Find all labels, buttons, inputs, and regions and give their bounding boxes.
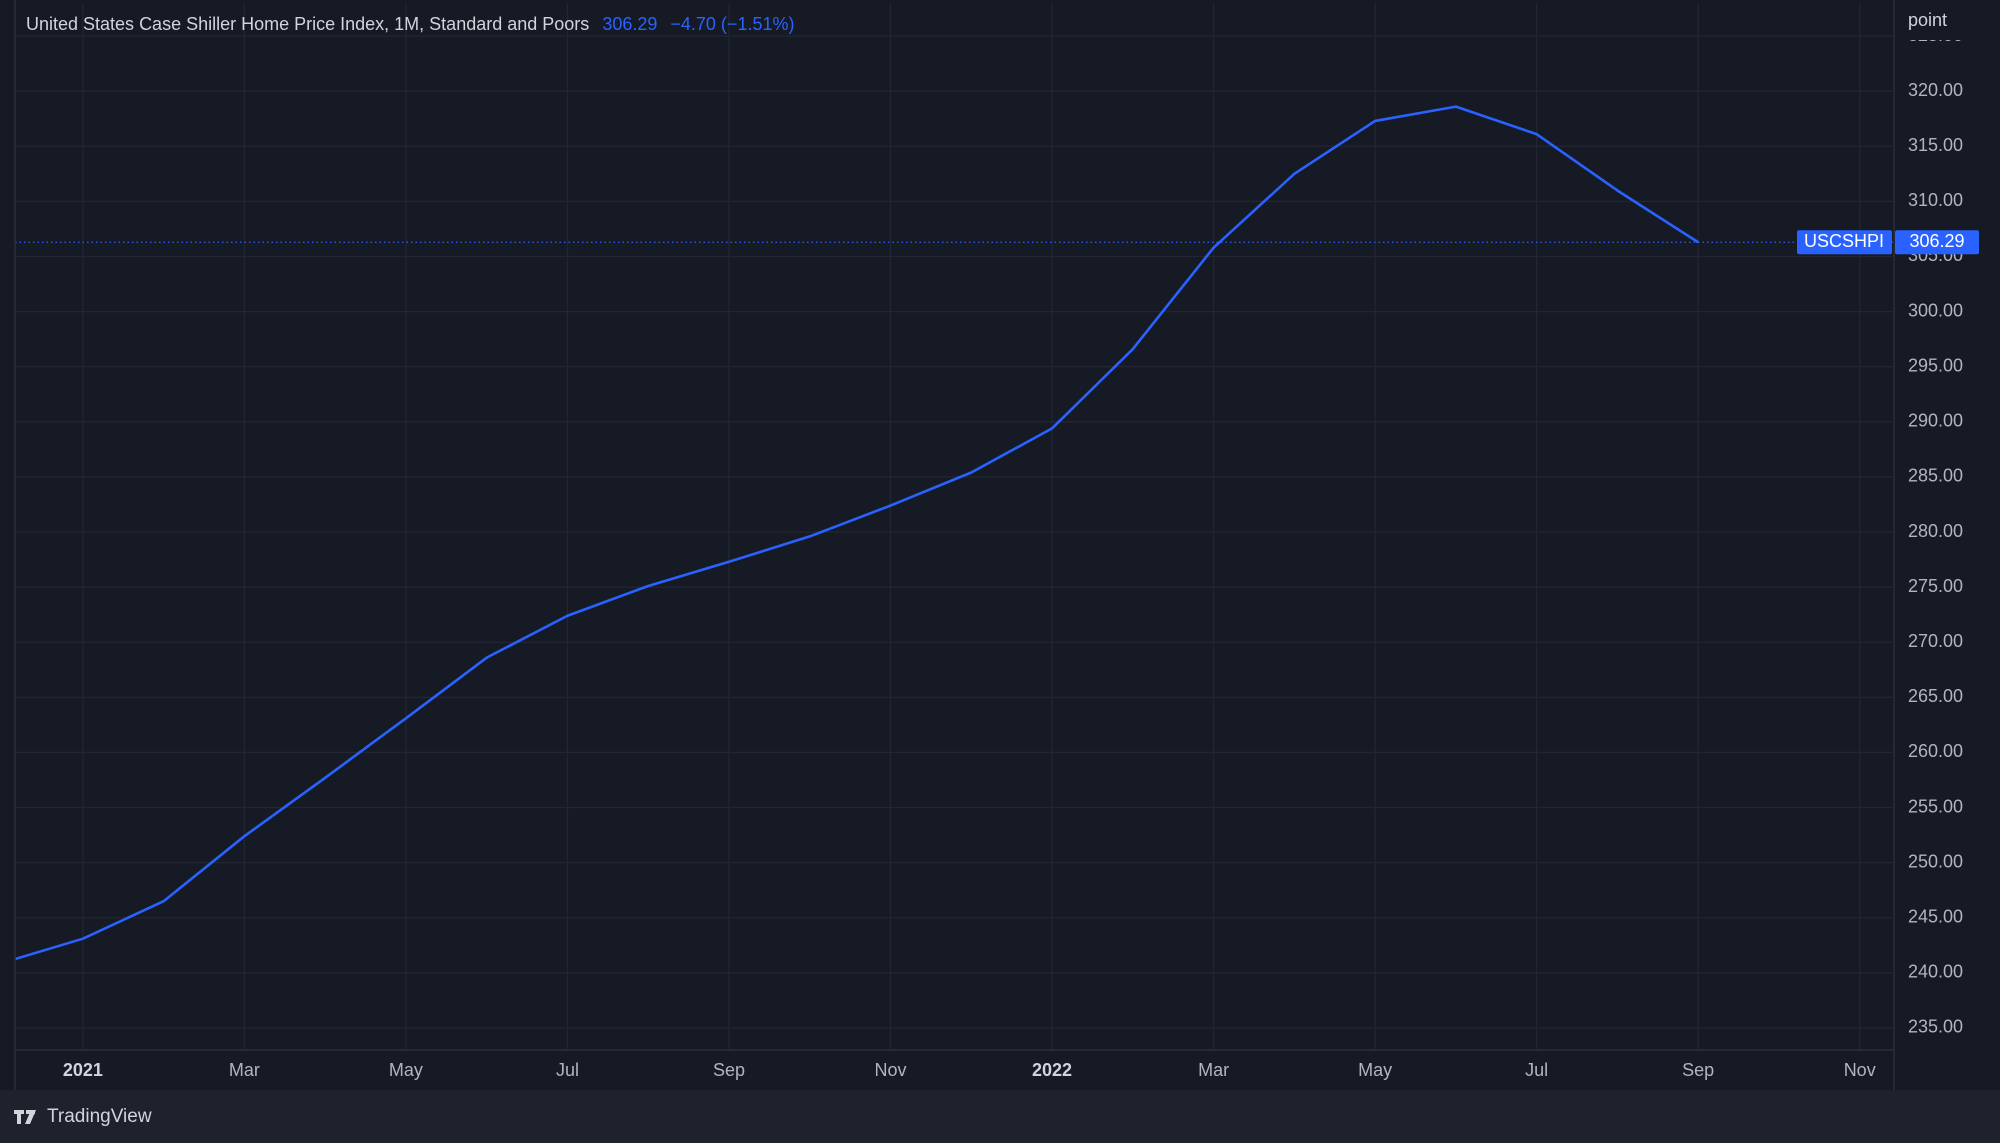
y-tick-label: 265.00 [1908,686,1963,706]
y-unit: point [1908,10,1947,30]
y-tick-label: 295.00 [1908,355,1963,375]
y-tick-label: 315.00 [1908,135,1963,155]
x-tick-label: Mar [1198,1060,1229,1080]
x-tick-label: Sep [1682,1060,1714,1080]
x-tick-label: May [1358,1060,1392,1080]
price-tag [1895,230,1979,255]
footer-bar [0,1090,2000,1143]
series-line [15,105,1699,961]
y-tick-label: 240.00 [1908,962,1963,982]
x-tick-label: May [389,1060,423,1080]
brand: TradingView [47,1106,152,1127]
x-tick-label: 2022 [1032,1060,1072,1080]
x-tick-label: Nov [1844,1060,1876,1080]
y-tick-label: 290.00 [1908,411,1963,431]
legend-value: 306.29 [602,14,657,34]
legend: United States Case Shiller Home Price In… [26,14,794,34]
unit-bg [1900,0,2000,40]
legend-change: −4.70 (−1.51%) [670,14,794,34]
series-name-tag [1797,230,1892,255]
y-tick-label: 260.00 [1908,741,1963,761]
y-tick-label: 300.00 [1908,300,1963,320]
price-label: 306.29 [1909,231,1964,251]
y-tick-label: 270.00 [1908,631,1963,651]
x-tick-label: Jul [556,1060,579,1080]
logo [14,1110,36,1124]
x-tick-label: Jul [1525,1060,1548,1080]
legend-title: United States Case Shiller Home Price In… [26,14,589,34]
x-tick-label: Sep [713,1060,745,1080]
series-name: USCSHPI [1804,231,1884,251]
y-tick-label: 255.00 [1908,796,1963,816]
y-tick-label: 285.00 [1908,466,1963,486]
y-tick-label: 275.00 [1908,576,1963,596]
x-tick-label: 2021 [63,1060,103,1080]
y-tick-label: 280.00 [1908,521,1963,541]
x-tick-label: Nov [875,1060,907,1080]
y-tick-label: 310.00 [1908,190,1963,210]
y-tick-label: 320.00 [1908,80,1963,100]
y-tick-label: 245.00 [1908,906,1963,926]
x-tick-label: Mar [229,1060,260,1080]
y-tick-label: 250.00 [1908,851,1963,871]
y-tick-label: 235.00 [1908,1017,1963,1037]
